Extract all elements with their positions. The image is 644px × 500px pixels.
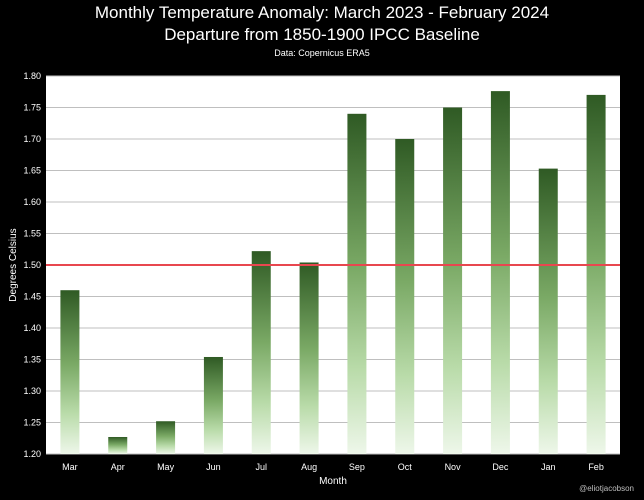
bar: [156, 421, 176, 454]
x-tick-label: Nov: [445, 462, 462, 472]
x-tick-label: Jan: [541, 462, 556, 472]
bar: [586, 94, 606, 455]
x-tick-label: Jul: [255, 462, 267, 472]
bar: [60, 290, 80, 454]
bar: [490, 91, 510, 455]
y-tick-label: 1.50: [23, 260, 41, 270]
bar: [299, 262, 319, 454]
y-tick-label: 1.45: [23, 292, 41, 302]
y-axis-label: Degrees Celsius: [8, 228, 19, 301]
y-tick-label: 1.35: [23, 355, 41, 365]
y-tick-label: 1.55: [23, 229, 41, 239]
chart-title: Monthly Temperature Anomaly: March 2023 …: [94, 3, 550, 22]
y-tick-label: 1.80: [23, 71, 41, 81]
bar: [203, 356, 223, 454]
y-tick-label: 1.40: [23, 323, 41, 333]
y-tick-label: 1.25: [23, 418, 41, 428]
x-axis-label: Month: [319, 476, 347, 487]
x-tick-label: Sep: [349, 462, 365, 472]
bar: [251, 251, 271, 454]
data-source: Data: Copernicus ERA5: [274, 48, 370, 58]
chart-subtitle: Departure from 1850-1900 IPCC Baseline: [164, 25, 480, 44]
y-tick-label: 1.20: [23, 449, 41, 459]
y-tick-label: 1.75: [23, 103, 41, 113]
x-tick-label: Dec: [492, 462, 509, 472]
bar: [108, 436, 128, 454]
x-tick-label: May: [157, 462, 175, 472]
bar: [443, 107, 463, 454]
x-tick-label: Jun: [206, 462, 221, 472]
x-tick-label: Mar: [62, 462, 78, 472]
bar: [538, 168, 558, 455]
chart-header: Monthly Temperature Anomaly: March 2023 …: [0, 2, 644, 60]
x-tick-label: Feb: [588, 462, 604, 472]
x-tick-label: Apr: [111, 462, 125, 472]
bar: [395, 139, 415, 454]
y-tick-label: 1.60: [23, 197, 41, 207]
y-tick-label: 1.70: [23, 134, 41, 144]
y-tick-label: 1.65: [23, 166, 41, 176]
bar: [347, 113, 367, 455]
x-tick-label: Aug: [301, 462, 317, 472]
y-tick-label: 1.30: [23, 386, 41, 396]
x-tick-label: Oct: [398, 462, 413, 472]
author-credit: @eliotjacobson: [579, 484, 634, 493]
